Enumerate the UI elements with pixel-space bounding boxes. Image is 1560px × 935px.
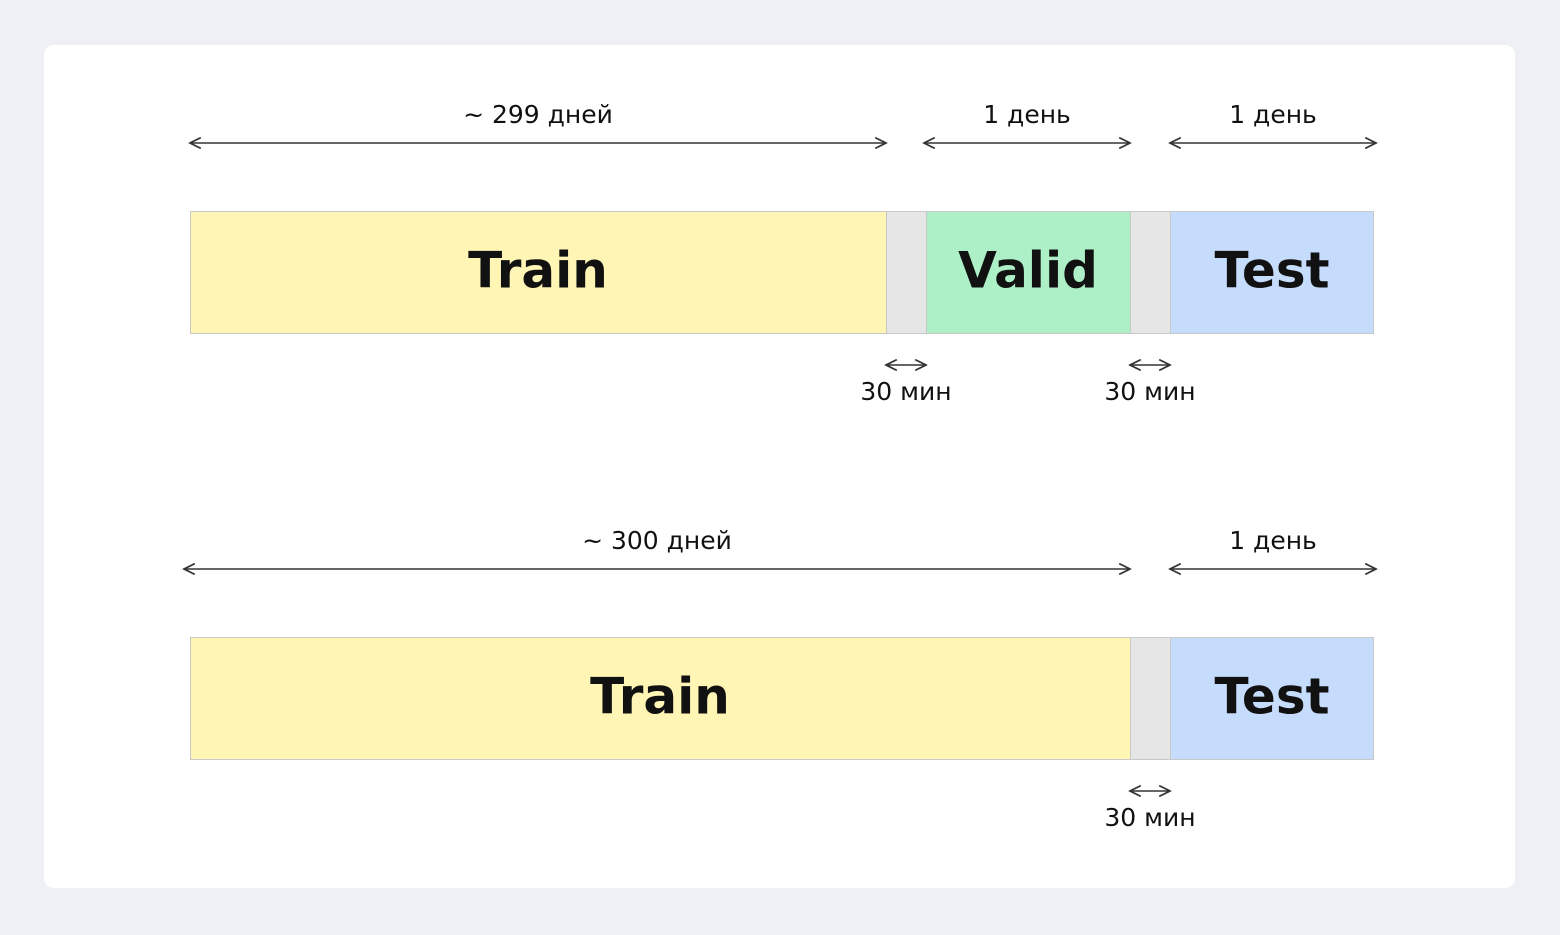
segment-gap <box>886 211 927 334</box>
span-label: ~ 299 дней <box>463 100 613 129</box>
gap-label: 30 мин <box>1104 803 1195 832</box>
segment-label: Test <box>1214 242 1329 300</box>
segment-gap <box>1130 211 1171 334</box>
segment-train <box>190 211 887 334</box>
segment-label: Valid <box>958 242 1098 300</box>
segment-label: Train <box>468 242 608 300</box>
segment-test <box>1170 637 1374 760</box>
span-label: ~ 300 дней <box>582 526 732 555</box>
span-label: 1 день <box>983 100 1071 129</box>
segment-test <box>1170 211 1374 334</box>
card <box>44 45 1515 888</box>
segment-valid <box>926 211 1131 334</box>
row-1: ~ 299 дней 1 день 1 день Train Valid Tes… <box>190 100 1376 406</box>
segment-label: Train <box>590 668 730 726</box>
span-label: 1 день <box>1229 100 1317 129</box>
segment-train <box>190 637 1131 760</box>
segment-label: Test <box>1214 668 1329 726</box>
segment-gap <box>1130 637 1171 760</box>
gap-label: 30 мин <box>860 377 951 406</box>
span-label: 1 день <box>1229 526 1317 555</box>
gap-label: 30 мин <box>1104 377 1195 406</box>
row-2: ~ 300 дней 1 день Train Test 30 мин <box>184 526 1376 832</box>
